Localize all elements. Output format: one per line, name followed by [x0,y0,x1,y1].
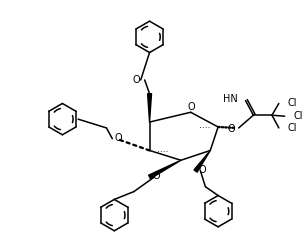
Text: Cl: Cl [294,111,303,121]
Text: ····: ···· [157,148,169,157]
Text: O: O [188,102,195,112]
Text: O: O [227,124,235,134]
Text: Cl: Cl [288,98,297,108]
Text: O: O [199,165,206,175]
Polygon shape [194,150,210,172]
Text: HN: HN [223,94,238,104]
Text: O: O [132,75,140,85]
Text: Cl: Cl [288,123,297,133]
Text: O: O [114,133,122,143]
Polygon shape [149,160,181,179]
Polygon shape [148,94,151,122]
Text: ····: ···· [199,124,210,134]
Text: O: O [153,171,160,181]
